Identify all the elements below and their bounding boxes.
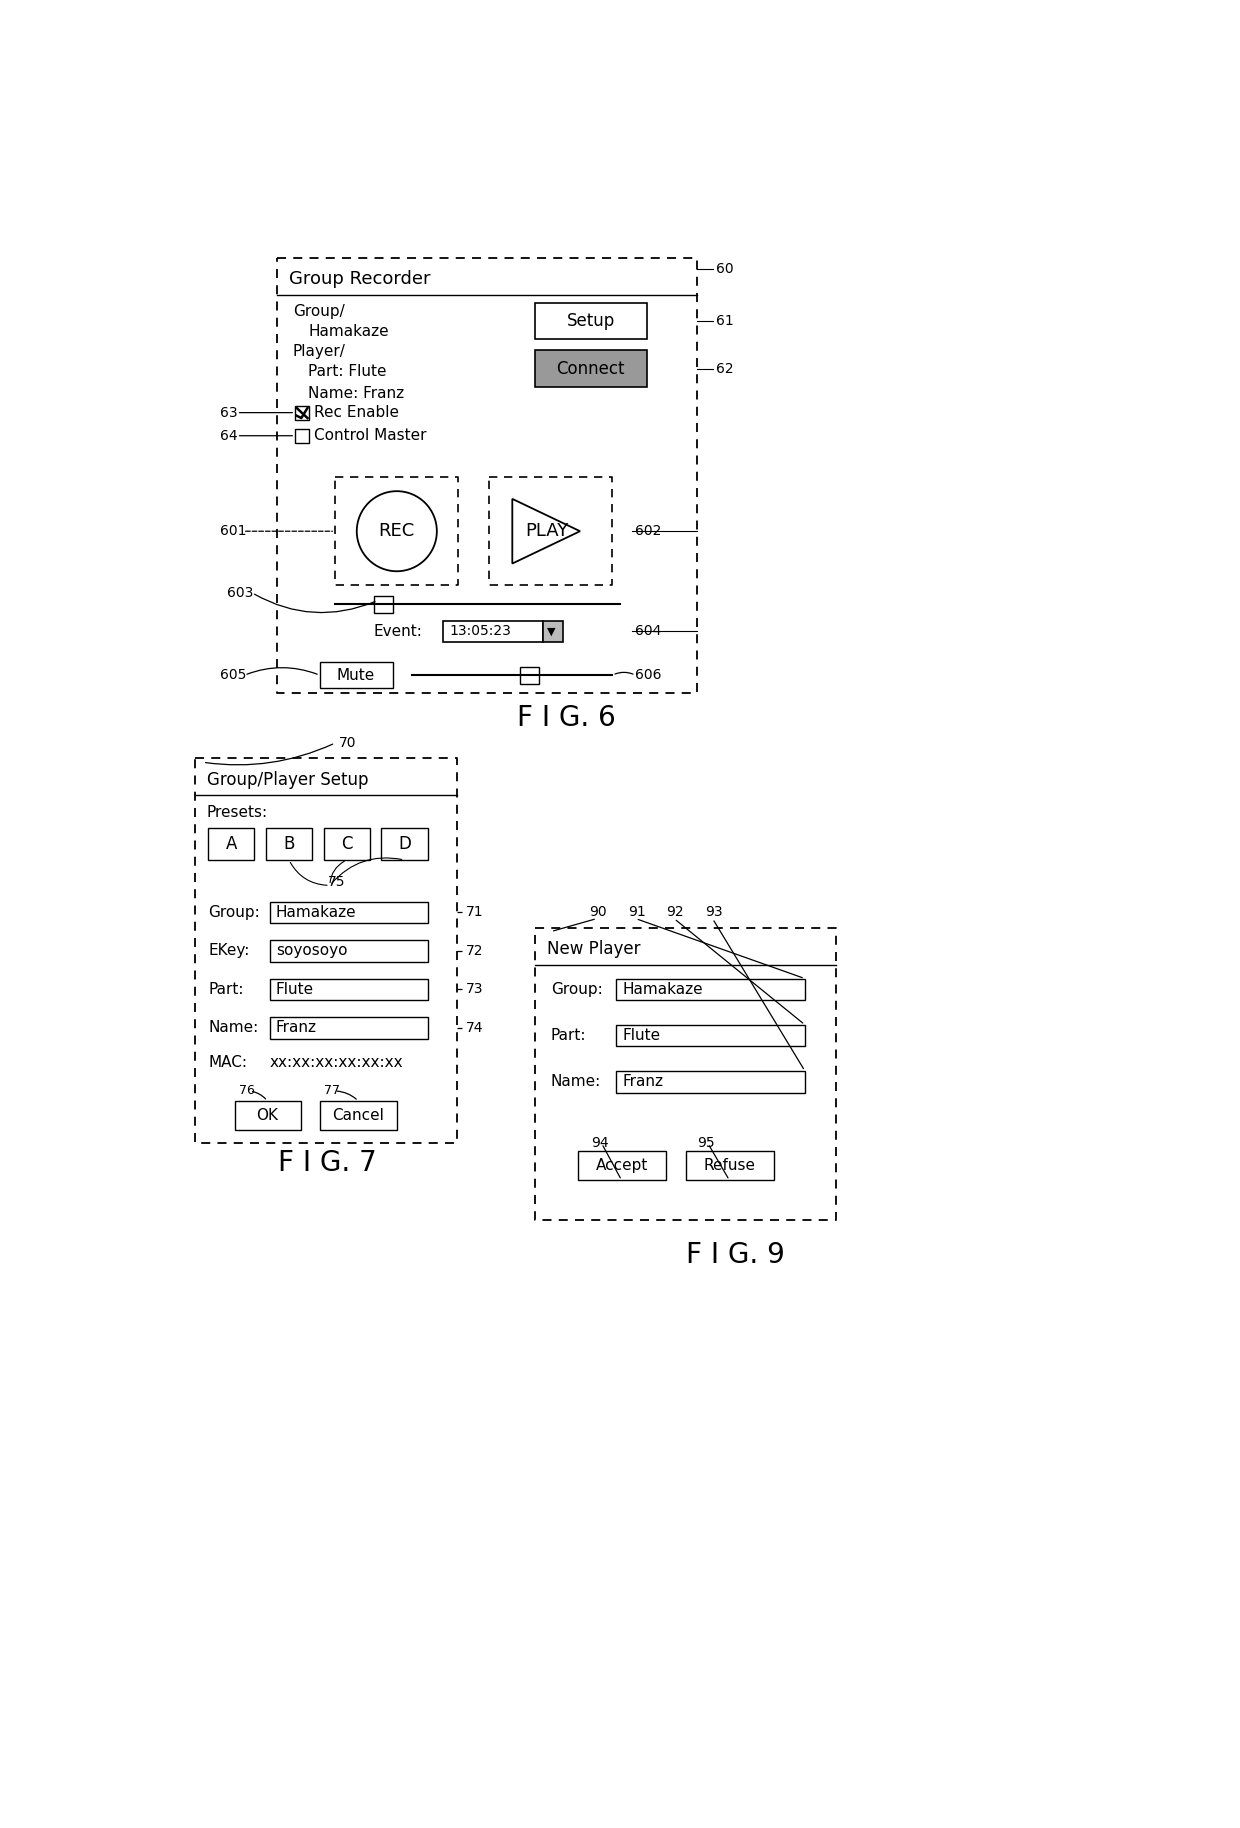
Text: 601: 601	[219, 525, 247, 537]
Text: F I G. 6: F I G. 6	[517, 704, 615, 733]
Text: 71: 71	[466, 905, 484, 919]
Text: Franz: Franz	[622, 1075, 663, 1089]
Polygon shape	[324, 828, 370, 859]
Text: 94: 94	[590, 1137, 609, 1150]
Text: A: A	[226, 835, 237, 854]
Text: Name:: Name:	[208, 1020, 258, 1035]
Text: Franz: Franz	[277, 1020, 317, 1035]
Text: Refuse: Refuse	[703, 1159, 755, 1174]
Text: C: C	[341, 835, 352, 854]
Polygon shape	[616, 1026, 805, 1046]
Text: D: D	[398, 835, 410, 854]
Text: 603: 603	[227, 585, 254, 600]
Text: 75: 75	[327, 874, 345, 888]
Text: Group/Player Setup: Group/Player Setup	[207, 771, 368, 790]
Text: 604: 604	[635, 625, 662, 638]
Polygon shape	[543, 620, 563, 642]
Text: 72: 72	[466, 943, 484, 958]
Text: 606: 606	[635, 669, 662, 682]
Text: New Player: New Player	[547, 940, 640, 958]
Text: Group:: Group:	[208, 905, 260, 919]
Text: F I G. 9: F I G. 9	[686, 1241, 785, 1269]
Text: Part: Flute: Part: Flute	[309, 364, 387, 380]
Text: Accept: Accept	[595, 1159, 647, 1174]
Polygon shape	[443, 620, 543, 642]
Text: Cancel: Cancel	[332, 1108, 384, 1122]
Text: Part:: Part:	[551, 1027, 587, 1044]
Text: Rec Enable: Rec Enable	[314, 406, 398, 420]
Text: Part:: Part:	[208, 982, 243, 996]
Polygon shape	[320, 662, 393, 689]
Text: Presets:: Presets:	[207, 804, 268, 819]
Text: MAC:: MAC:	[208, 1055, 247, 1069]
Text: F I G. 7: F I G. 7	[278, 1148, 377, 1177]
Polygon shape	[270, 940, 428, 962]
Text: Connect: Connect	[557, 360, 625, 378]
Text: ▼: ▼	[547, 627, 556, 636]
Text: 92: 92	[666, 905, 684, 919]
Text: Event:: Event:	[373, 623, 423, 638]
Text: PLAY: PLAY	[526, 523, 569, 541]
Text: 62: 62	[717, 362, 734, 377]
Text: Control Master: Control Master	[314, 428, 427, 442]
Text: 74: 74	[466, 1020, 484, 1035]
Polygon shape	[208, 828, 254, 859]
Text: OK: OK	[257, 1108, 279, 1122]
Text: 63: 63	[219, 406, 237, 420]
Text: Hamakaze: Hamakaze	[309, 324, 389, 338]
Text: REC: REC	[378, 523, 415, 541]
Text: 73: 73	[466, 982, 484, 996]
Text: Setup: Setup	[567, 313, 615, 331]
Polygon shape	[536, 351, 647, 388]
Polygon shape	[536, 302, 647, 340]
Text: xx:xx:xx:xx:xx:xx: xx:xx:xx:xx:xx:xx	[270, 1055, 403, 1069]
Text: 70: 70	[339, 737, 357, 749]
Polygon shape	[616, 978, 805, 1000]
Text: 91: 91	[627, 905, 646, 919]
Text: B: B	[283, 835, 295, 854]
Text: 90: 90	[589, 905, 606, 919]
Polygon shape	[236, 1100, 300, 1130]
Polygon shape	[382, 828, 428, 859]
Polygon shape	[686, 1152, 774, 1181]
Text: 95: 95	[697, 1137, 714, 1150]
Polygon shape	[270, 978, 428, 1000]
Polygon shape	[295, 406, 309, 420]
Text: 60: 60	[717, 263, 734, 276]
Text: Name: Franz: Name: Franz	[309, 386, 404, 400]
Text: soyosoyo: soyosoyo	[277, 943, 347, 958]
Text: Flute: Flute	[622, 1027, 661, 1044]
Polygon shape	[373, 596, 393, 612]
Polygon shape	[265, 828, 312, 859]
Text: Flute: Flute	[277, 982, 314, 996]
Text: Player/: Player/	[293, 344, 346, 360]
Polygon shape	[295, 430, 309, 442]
Polygon shape	[578, 1152, 666, 1181]
Text: Group:: Group:	[551, 982, 603, 996]
Text: Group Recorder: Group Recorder	[289, 271, 430, 289]
Text: 61: 61	[717, 314, 734, 327]
Text: 13:05:23: 13:05:23	[449, 625, 511, 638]
Polygon shape	[320, 1100, 397, 1130]
Text: Name:: Name:	[551, 1075, 601, 1089]
Polygon shape	[520, 667, 539, 684]
Text: EKey:: EKey:	[208, 943, 249, 958]
Text: 93: 93	[704, 905, 723, 919]
Text: Group/: Group/	[293, 303, 345, 320]
Text: 64: 64	[219, 430, 237, 442]
Text: Hamakaze: Hamakaze	[277, 905, 357, 919]
Polygon shape	[270, 1016, 428, 1038]
Text: 602: 602	[635, 525, 662, 537]
Text: 77: 77	[324, 1084, 340, 1097]
Polygon shape	[616, 1071, 805, 1093]
Polygon shape	[270, 901, 428, 923]
Text: 76: 76	[239, 1084, 255, 1097]
Text: Hamakaze: Hamakaze	[622, 982, 703, 996]
Text: 605: 605	[219, 669, 246, 682]
Text: Mute: Mute	[337, 667, 376, 682]
